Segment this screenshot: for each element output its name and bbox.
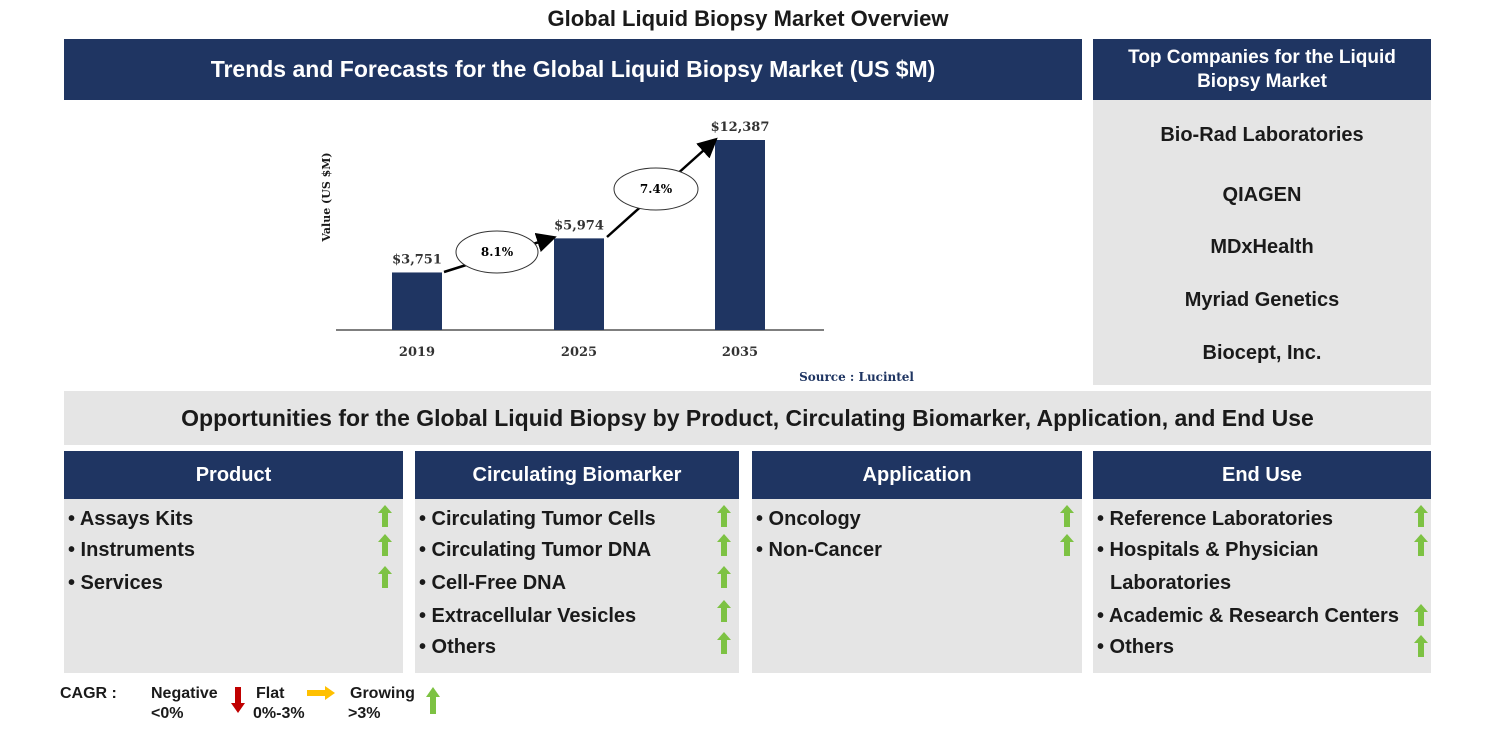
legend-flat-range: 0%-3% [253,705,305,722]
list-item: • Instruments [68,539,196,561]
legend-flat-label: Flat [256,685,285,702]
bar-value-label: $5,974 [554,218,604,233]
segment-body-product: • Assays Kits • Instruments • Services [64,499,403,673]
list-item: • Others [1097,636,1175,658]
bar-2025 [554,238,604,330]
cagr-label-2: 7.4% [640,182,673,196]
segment-header-circulating-biomarker: Circulating Biomarker [415,451,739,499]
companies-header: Top Companies for the Liquid Biopsy Mark… [1093,39,1431,100]
legend-growing-range: >3% [348,705,381,722]
list-item: • Assays Kits [68,508,194,530]
source-label: Source : Lucintel [799,370,914,384]
growing-arrow-icon [426,687,440,714]
list-item: • Reference Laboratories [1097,508,1333,530]
legend-growing-label: Growing [350,685,415,702]
list-item: • Academic & Research Centers [1097,605,1399,627]
list-item: • Services [68,572,163,594]
growing-arrow-icon [717,534,731,556]
growing-arrow-icon [717,566,731,588]
growing-arrow-icon [378,505,392,527]
growing-arrow-icon [1414,534,1428,556]
page-title: Global Liquid Biopsy Market Overview [547,6,949,31]
list-item: • Circulating Tumor Cells [419,508,656,530]
bar-value-label: $3,751 [392,252,442,267]
legend-cagr-label: CAGR : [60,685,117,702]
growing-arrow-icon [1414,505,1428,527]
list-item: • Hospitals & Physician [1097,539,1319,561]
list-item: Laboratories [1110,572,1232,594]
segment-body-end-use: • Reference Laboratories • Hospitals & P… [1093,499,1431,673]
legend-negative-label: Negative [151,685,218,702]
growing-arrow-icon [717,632,731,654]
segment-header-application: Application [752,451,1082,499]
x-tick-label: 2019 [399,345,435,360]
opportunities-title: Opportunities for the Global Liquid Biop… [64,391,1431,445]
company-item: QIAGEN [1222,184,1302,206]
flat-arrow-icon [307,686,335,700]
segment-body-circulating-biomarker: • Circulating Tumor Cells • Circulating … [415,499,739,673]
growing-arrow-icon [378,534,392,556]
company-item: Myriad Genetics [1184,289,1340,311]
company-item: Bio-Rad Laboratories [1160,124,1364,146]
list-item: • Non-Cancer [756,539,882,561]
segment-header-product: Product [64,451,403,499]
list-item: • Circulating Tumor DNA [419,539,652,561]
companies-list: Bio-Rad Laboratories QIAGEN MDxHealth My… [1093,100,1431,385]
x-tick-label: 2035 [722,345,758,360]
list-item: • Extracellular Vesicles [419,605,637,627]
segment-header-end-use: End Use [1093,451,1431,499]
growing-arrow-icon [717,600,731,622]
list-item: • Others [419,636,497,658]
y-axis-label: Value (US $M) [320,152,333,242]
cagr-label-1: 8.1% [481,245,514,259]
segment-body-application: • Oncology • Non-Cancer [752,499,1082,673]
list-item: • Oncology [756,508,861,530]
x-tick-label: 2025 [561,345,597,360]
company-item: Biocept, Inc. [1202,342,1322,364]
company-item: MDxHealth [1210,236,1314,258]
negative-arrow-icon [231,687,245,713]
bar-2035 [715,140,765,330]
growing-arrow-icon [378,566,392,588]
cagr-bubble-2 [613,167,699,211]
bar-value-label: $12,387 [711,120,770,135]
legend-negative-range: <0% [151,705,184,722]
growing-arrow-icon [1060,534,1074,556]
cagr-bubble-1 [455,230,539,274]
chart-header: Trends and Forecasts for the Global Liqu… [64,39,1082,100]
bar-chart: Value (US $M) $3,751 2019 $5,974 2025 $12,38… [320,120,914,384]
growing-arrow-icon [1414,604,1428,626]
growing-arrow-icon [1060,505,1074,527]
growing-arrow-icon [717,505,731,527]
list-item: • Cell-Free DNA [419,572,567,594]
bar-2019 [392,272,442,330]
growing-arrow-icon [1414,635,1428,657]
